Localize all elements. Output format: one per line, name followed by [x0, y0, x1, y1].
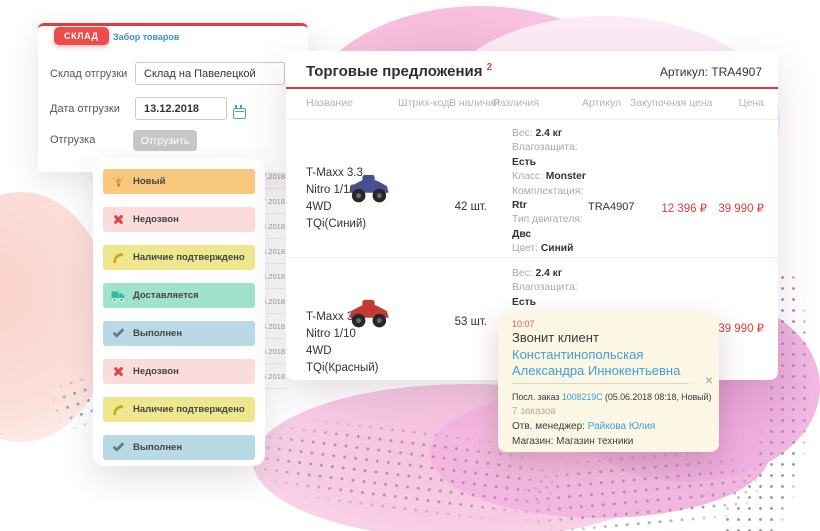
cross-icon [103, 366, 133, 377]
check-icon [103, 325, 133, 338]
price: 39 990 ₽ [718, 203, 764, 215]
notification-title: Звонит клиент [512, 330, 599, 345]
column-header-name: Название [306, 97, 353, 109]
tab-warehouse[interactable]: СКЛАД [54, 27, 109, 45]
column-header-sku: Артикул [582, 97, 622, 109]
status-badge-delivering[interactable]: Доставляется [103, 283, 255, 308]
row-sku: TRA4907 [588, 201, 635, 213]
status-label: Недозвон [133, 366, 179, 377]
calendar-icon[interactable] [233, 105, 246, 119]
date-fragment: 5.2018 [250, 339, 287, 364]
offers-sku: Артикул: TRA4907 [659, 65, 762, 79]
status-badge-no-answer[interactable]: Недозвон [103, 359, 255, 384]
shipment-warehouse-label: Склад отгрузки [50, 68, 128, 80]
phone-icon [103, 404, 133, 416]
column-header-stock: В наличии [449, 97, 500, 109]
status-label: Выполнен [133, 442, 183, 453]
close-icon[interactable]: × [704, 372, 713, 388]
orders-count: 7 заказов [512, 406, 556, 417]
differences-list: Вес: 2.4 кг Влагозащита: Есть [512, 268, 578, 308]
status-badge-done[interactable]: Выполнен [103, 321, 255, 346]
row-divider [286, 257, 778, 258]
notification-divider [512, 383, 689, 384]
phone-icon [103, 252, 133, 264]
cross-icon [103, 214, 133, 225]
order-id-link[interactable]: 1008219C [561, 392, 603, 402]
status-label: Новый [133, 176, 166, 187]
date-fragment: 5.2018 [250, 264, 287, 289]
date-fragment: 6.2018 [250, 214, 287, 239]
status-label: Недозвон [133, 214, 179, 225]
status-badge-no-answer[interactable]: Недозвон [103, 207, 255, 232]
date-fragment: 5.2018 [250, 239, 287, 264]
product-image-blue-truck [346, 173, 392, 210]
date-fragment: 7.2018 [250, 189, 287, 214]
tab-goods-pickup[interactable]: Забор товаров [113, 32, 180, 42]
column-header-purchase-price: Закупочная цена [630, 97, 713, 109]
status-label: Выполнен [133, 328, 183, 339]
purchase-price: 12 396 ₽ [661, 203, 707, 215]
status-label: Наличие подтверждено [133, 404, 245, 415]
stock-quantity: 42 шт. [454, 201, 487, 213]
offers-count-badge: 2 [486, 62, 493, 73]
status-badge-new[interactable]: Новый [103, 169, 255, 194]
last-order-line: Посл. заказ 1008219C (05.06.2018 08:18, … [512, 392, 712, 402]
row-divider [286, 119, 778, 120]
shipment-label: Отгрузка [50, 134, 96, 146]
price: 39 990 ₽ [718, 323, 764, 335]
call-notification-card: 10:07 Звонит клиент Константинопольская … [498, 313, 719, 452]
client-name-link[interactable]: Константинопольская Александра Иннокенть… [512, 347, 681, 378]
shop-line: Магазин: Магазин техники [512, 436, 634, 447]
warehouse-card: СКЛАД Забор товаров Склад отгрузки Склад… [38, 23, 308, 172]
column-header-barcode: Штрих-код [398, 97, 450, 109]
product-name: T-Maxx 3.3 Nitro 1/10 4WD TQi(Синий) [306, 167, 367, 230]
status-label: Наличие подтверждено [133, 252, 245, 263]
product-image-red-truck [346, 298, 392, 335]
manager-link[interactable]: Райкова Юлия [587, 421, 656, 432]
status-badge-done[interactable]: Выполнен [103, 435, 255, 460]
date-fragment: 5.2018 [250, 364, 287, 389]
notification-time: 10:07 [512, 319, 535, 329]
ship-button[interactable]: Отгрузить [133, 130, 197, 151]
shipment-warehouse-select[interactable]: Склад на Павелецкой [135, 62, 285, 85]
red-divider [286, 87, 778, 89]
date-fragment: 5.2018 [250, 289, 287, 314]
shipment-date-label: Дата отгрузки [50, 103, 120, 115]
status-label: Доставляется [133, 290, 199, 301]
check-icon [103, 439, 133, 452]
date-fragment: 7.2018 [250, 164, 287, 189]
shipment-date-input[interactable]: 13.12.2018 [135, 97, 227, 120]
manager-line: Отв. менеджер: Райкова Юлия [512, 421, 656, 432]
column-header-price: Цена [738, 97, 764, 109]
truck-icon [103, 290, 133, 302]
lightbulb-icon [103, 175, 133, 188]
column-header-differences: Различия [493, 97, 540, 109]
differences-list: Вес: 2.4 кг Влагозащита: Есть Класс: Mon… [512, 128, 586, 255]
product-name: T-Maxx 3.3 Nitro 1/10 4WD TQi(Красный) [306, 311, 379, 374]
status-badge-confirmed[interactable]: Наличие подтверждено [103, 397, 255, 422]
offers-title: Торговые предложения 2 [306, 62, 493, 80]
status-legend-card: Новый Недозвон Наличие подтверждено Дост… [93, 158, 265, 466]
date-fragment: 5.2018 [250, 314, 287, 339]
stock-quantity: 53 шт. [454, 316, 487, 328]
status-badge-confirmed[interactable]: Наличие подтверждено [103, 245, 255, 270]
